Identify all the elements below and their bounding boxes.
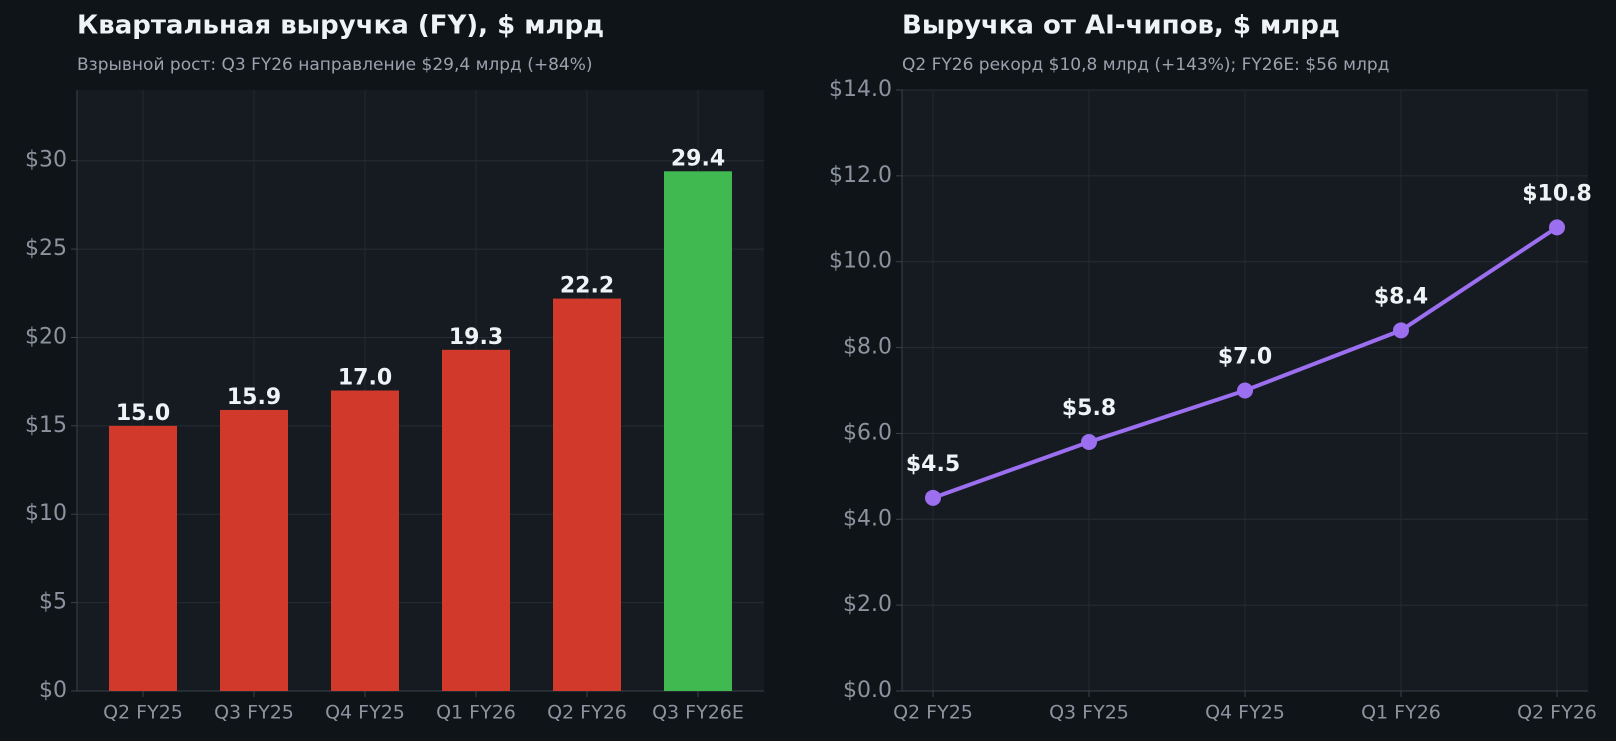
point [1237, 382, 1253, 399]
bar [442, 349, 510, 691]
x-tick-label: Q2 FY25 [893, 702, 973, 724]
y-tick-label: $5 [39, 590, 67, 615]
value-label: $5.8 [1062, 396, 1116, 421]
point [1393, 322, 1409, 339]
point [1549, 219, 1565, 236]
value-label: $7.0 [1218, 345, 1272, 370]
value-label: 17.0 [338, 366, 392, 391]
chart-title: Квартальная выручка (FY), $ млрд [77, 11, 604, 41]
y-tick-label: $0 [39, 678, 67, 703]
x-tick-label: Q4 FY25 [325, 702, 405, 724]
value-label: $8.4 [1374, 284, 1428, 309]
bar [664, 171, 732, 691]
y-tick-label: $15 [25, 413, 67, 438]
value-label: 19.3 [449, 325, 503, 350]
value-label: 29.4 [671, 146, 725, 171]
value-label: 15.9 [227, 385, 281, 410]
y-tick-label: $20 [25, 324, 67, 349]
chart-subtitle: Взрывной рост: Q3 FY26 направление $29,4… [77, 55, 593, 75]
y-tick-label: $25 [25, 236, 67, 261]
bar [553, 298, 621, 691]
y-tick-label: $14.0 [829, 77, 892, 102]
y-tick-label: $10 [25, 501, 67, 526]
y-tick-label: $8.0 [843, 335, 892, 360]
y-tick-label: $30 [25, 148, 67, 173]
x-tick-label: Q2 FY26 [1517, 702, 1597, 724]
x-tick-label: Q3 FY25 [214, 702, 294, 724]
x-tick-label: Q1 FY26 [1361, 702, 1441, 724]
x-tick-label: Q3 FY25 [1049, 702, 1129, 724]
bar [220, 409, 288, 691]
x-tick-label: Q2 FY25 [103, 702, 183, 724]
bar [109, 425, 177, 691]
x-tick-label: Q4 FY25 [1205, 702, 1285, 724]
x-tick-label: Q2 FY26 [547, 702, 627, 724]
point [1081, 434, 1097, 451]
value-label: $4.5 [906, 452, 960, 477]
y-tick-label: $4.0 [843, 506, 892, 531]
value-label: 15.0 [116, 401, 170, 426]
x-tick-label: Q1 FY26 [436, 702, 516, 724]
value-label: 22.2 [560, 274, 614, 299]
bar [331, 390, 399, 691]
point [925, 489, 941, 506]
plot-area [77, 90, 764, 691]
value-label: $10.8 [1522, 181, 1592, 206]
y-tick-label: $10.0 [829, 249, 892, 274]
y-tick-label: $2.0 [843, 592, 892, 617]
chart-title: Выручка от AI-чипов, $ млрд [902, 11, 1340, 41]
y-tick-label: $6.0 [843, 420, 892, 445]
y-tick-label: $12.0 [829, 163, 892, 188]
y-tick-label: $0.0 [843, 678, 892, 703]
chart-subtitle: Q2 FY26 рекорд $10,8 млрд (+143%); FY26E… [902, 55, 1389, 75]
x-tick-label: Q3 FY26E [652, 702, 744, 724]
